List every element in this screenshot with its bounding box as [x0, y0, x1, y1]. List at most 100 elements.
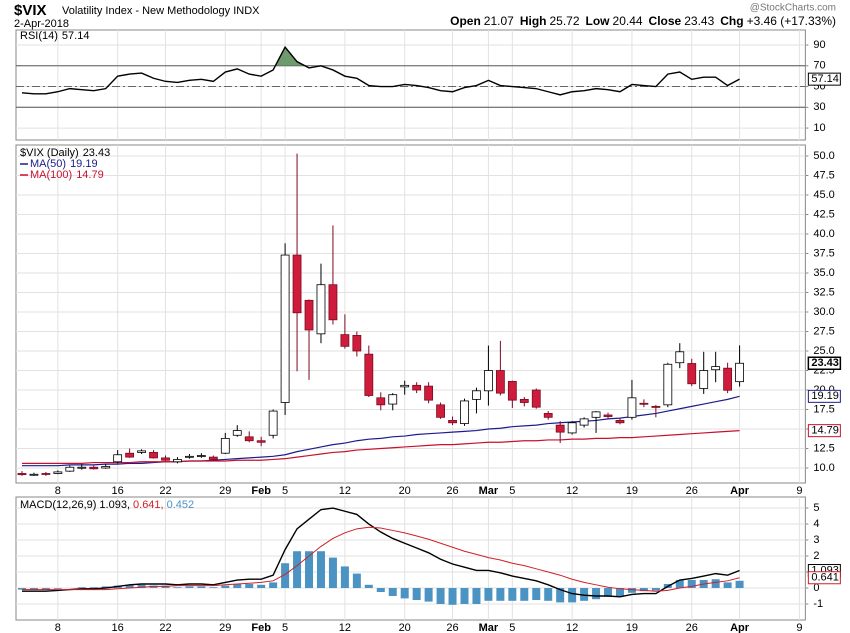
moving-average: [21, 430, 740, 464]
histogram-bar: [556, 588, 565, 603]
candle-body: [579, 418, 589, 426]
y-tick-label: 4: [813, 518, 819, 530]
legend-item: 1.093,: [99, 499, 130, 511]
candle-body: [292, 254, 302, 314]
candle-body: [316, 284, 326, 335]
panel-frame: [15, 496, 806, 621]
legend-value: 23.43: [83, 147, 111, 159]
histogram-bar: [508, 588, 517, 601]
x-tick-label: 16: [112, 622, 124, 633]
series-line: [21, 507, 740, 598]
legend-name: MA(50): [30, 158, 66, 170]
candle-body: [591, 411, 601, 418]
y-tick-label: 10.0: [813, 462, 834, 474]
symbol: $VIX: [14, 2, 47, 19]
candle-body: [484, 370, 493, 392]
series-line: [21, 526, 740, 592]
candle-body: [89, 466, 99, 470]
x-tick-label: Feb: [251, 622, 271, 633]
candle-body: [137, 450, 146, 453]
y-tick-label: 5: [813, 502, 819, 514]
y-tick-label: -1: [813, 598, 823, 610]
candle-body: [232, 430, 242, 436]
histogram-bar: [53, 588, 62, 589]
candle-body: [555, 424, 565, 433]
candle-body: [388, 394, 398, 405]
y-tick-label: 10: [813, 122, 825, 134]
histogram-bar: [639, 588, 648, 592]
histogram-bar: [723, 582, 732, 589]
histogram-bar: [376, 588, 385, 593]
candle-body: [161, 457, 170, 461]
quote-value: +3.46 (+17.33%): [747, 14, 836, 28]
x-tick-label: 9: [796, 622, 802, 633]
y-tick-label: 90: [813, 39, 825, 51]
histogram-bar: [29, 588, 38, 590]
candle-body: [220, 437, 230, 454]
histogram-bar: [400, 588, 409, 599]
candle-body: [543, 413, 553, 418]
x-tick-label: 8: [55, 622, 61, 633]
candle-body: [65, 466, 75, 472]
candle-body: [304, 299, 314, 331]
y-tick-label: 45.0: [813, 189, 834, 201]
x-tick-label: 26: [446, 622, 458, 633]
histogram-bar: [89, 587, 98, 589]
candle-body: [340, 334, 350, 347]
histogram-bar: [197, 586, 206, 589]
candle-body: [113, 454, 123, 463]
candle-body: [101, 466, 111, 469]
candle-body: [495, 370, 505, 394]
legend-item: 0.452: [167, 499, 195, 511]
candle-body: [41, 473, 51, 475]
candle-body: [173, 459, 182, 463]
quote-label: High: [520, 14, 547, 28]
candle-body: [77, 466, 87, 469]
y-tick-label: 30: [813, 101, 825, 113]
x-tick-label: Apr: [730, 622, 750, 633]
date: 2-Apr-2018: [14, 18, 69, 30]
value-tag-label: 14.79: [811, 425, 839, 437]
x-tick-label: 5: [282, 622, 288, 633]
candle-body: [472, 390, 481, 400]
histogram-bar: [316, 551, 325, 589]
quote-value: 21.07: [484, 14, 514, 28]
x-tick-label: 29: [219, 622, 231, 633]
x-tick-label: 26: [686, 622, 698, 633]
x-tick-label: 12: [566, 485, 578, 497]
legend: MA(100) 14.79: [30, 169, 104, 181]
x-tick-label: 12: [566, 622, 578, 633]
candle-body: [639, 402, 649, 405]
histogram-bar: [568, 588, 577, 603]
candle-body: [185, 455, 194, 458]
histogram-bar: [305, 551, 314, 589]
x-tick-label: 12: [339, 622, 351, 633]
x-tick-label: 29: [219, 485, 231, 497]
histogram-bar: [101, 586, 110, 589]
quote-value: 23.43: [684, 14, 714, 28]
legend: $VIX (Daily) 23.43: [20, 147, 110, 159]
histogram-bar: [293, 551, 302, 589]
x-tick-label: 26: [686, 485, 698, 497]
y-tick-label: 35.0: [813, 267, 834, 279]
y-tick-label: 37.5: [813, 247, 834, 259]
y-tick-label: 0: [813, 582, 819, 594]
histogram-bar: [532, 588, 541, 601]
histogram-bar: [245, 584, 254, 589]
panel-frame: [15, 144, 806, 484]
histogram-bar: [77, 587, 86, 589]
legend-value: 14.79: [76, 169, 104, 181]
value-tag-label: 0.641: [811, 572, 839, 584]
candle-body: [376, 397, 386, 406]
x-tick-label: 5: [509, 622, 515, 633]
histogram-bar: [209, 587, 218, 589]
histogram-bar: [604, 588, 613, 597]
x-tick-label: 22: [159, 485, 171, 497]
candle-body: [507, 381, 517, 401]
candle-body: [603, 414, 613, 417]
histogram-bar: [221, 585, 230, 589]
value-tag: [807, 571, 841, 585]
legend: MACD(12,26,9) 1.093, 0.641, 0.452: [20, 499, 194, 511]
y-tick-label: 3: [813, 534, 819, 546]
